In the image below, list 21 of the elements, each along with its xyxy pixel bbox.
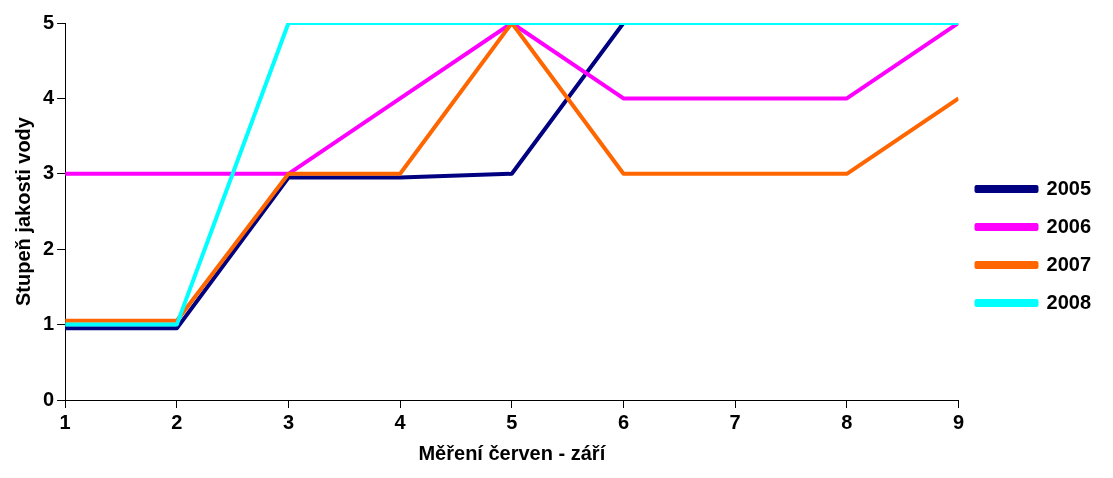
x-tick-label: 6 — [617, 410, 630, 433]
legend-label: 2006 — [1046, 214, 1092, 237]
y-tick-label: 2 — [43, 236, 55, 259]
y-tick-label: 3 — [43, 161, 55, 184]
x-tick-label: 8 — [841, 410, 853, 433]
y-axis-title: Stupeň jakosti vody — [11, 116, 34, 306]
x-tick-label: 5 — [506, 410, 518, 433]
x-tick-label: 2 — [171, 410, 183, 433]
y-tick-label: 5 — [43, 10, 55, 33]
y-tick-label: 1 — [43, 312, 55, 335]
x-tick-label: 1 — [59, 410, 71, 433]
x-tick-label: 7 — [729, 410, 741, 433]
x-tick-label: 9 — [952, 410, 965, 433]
legend-label: 2008 — [1046, 290, 1092, 313]
y-tick-label: 0 — [43, 387, 55, 410]
legend-label: 2007 — [1046, 252, 1092, 275]
x-axis-title: Měření červen - září — [418, 441, 607, 464]
x-tick-label: 4 — [394, 410, 407, 433]
x-tick-label: 3 — [282, 410, 295, 433]
legend-label: 2005 — [1046, 176, 1092, 199]
y-tick-label: 4 — [43, 85, 55, 108]
